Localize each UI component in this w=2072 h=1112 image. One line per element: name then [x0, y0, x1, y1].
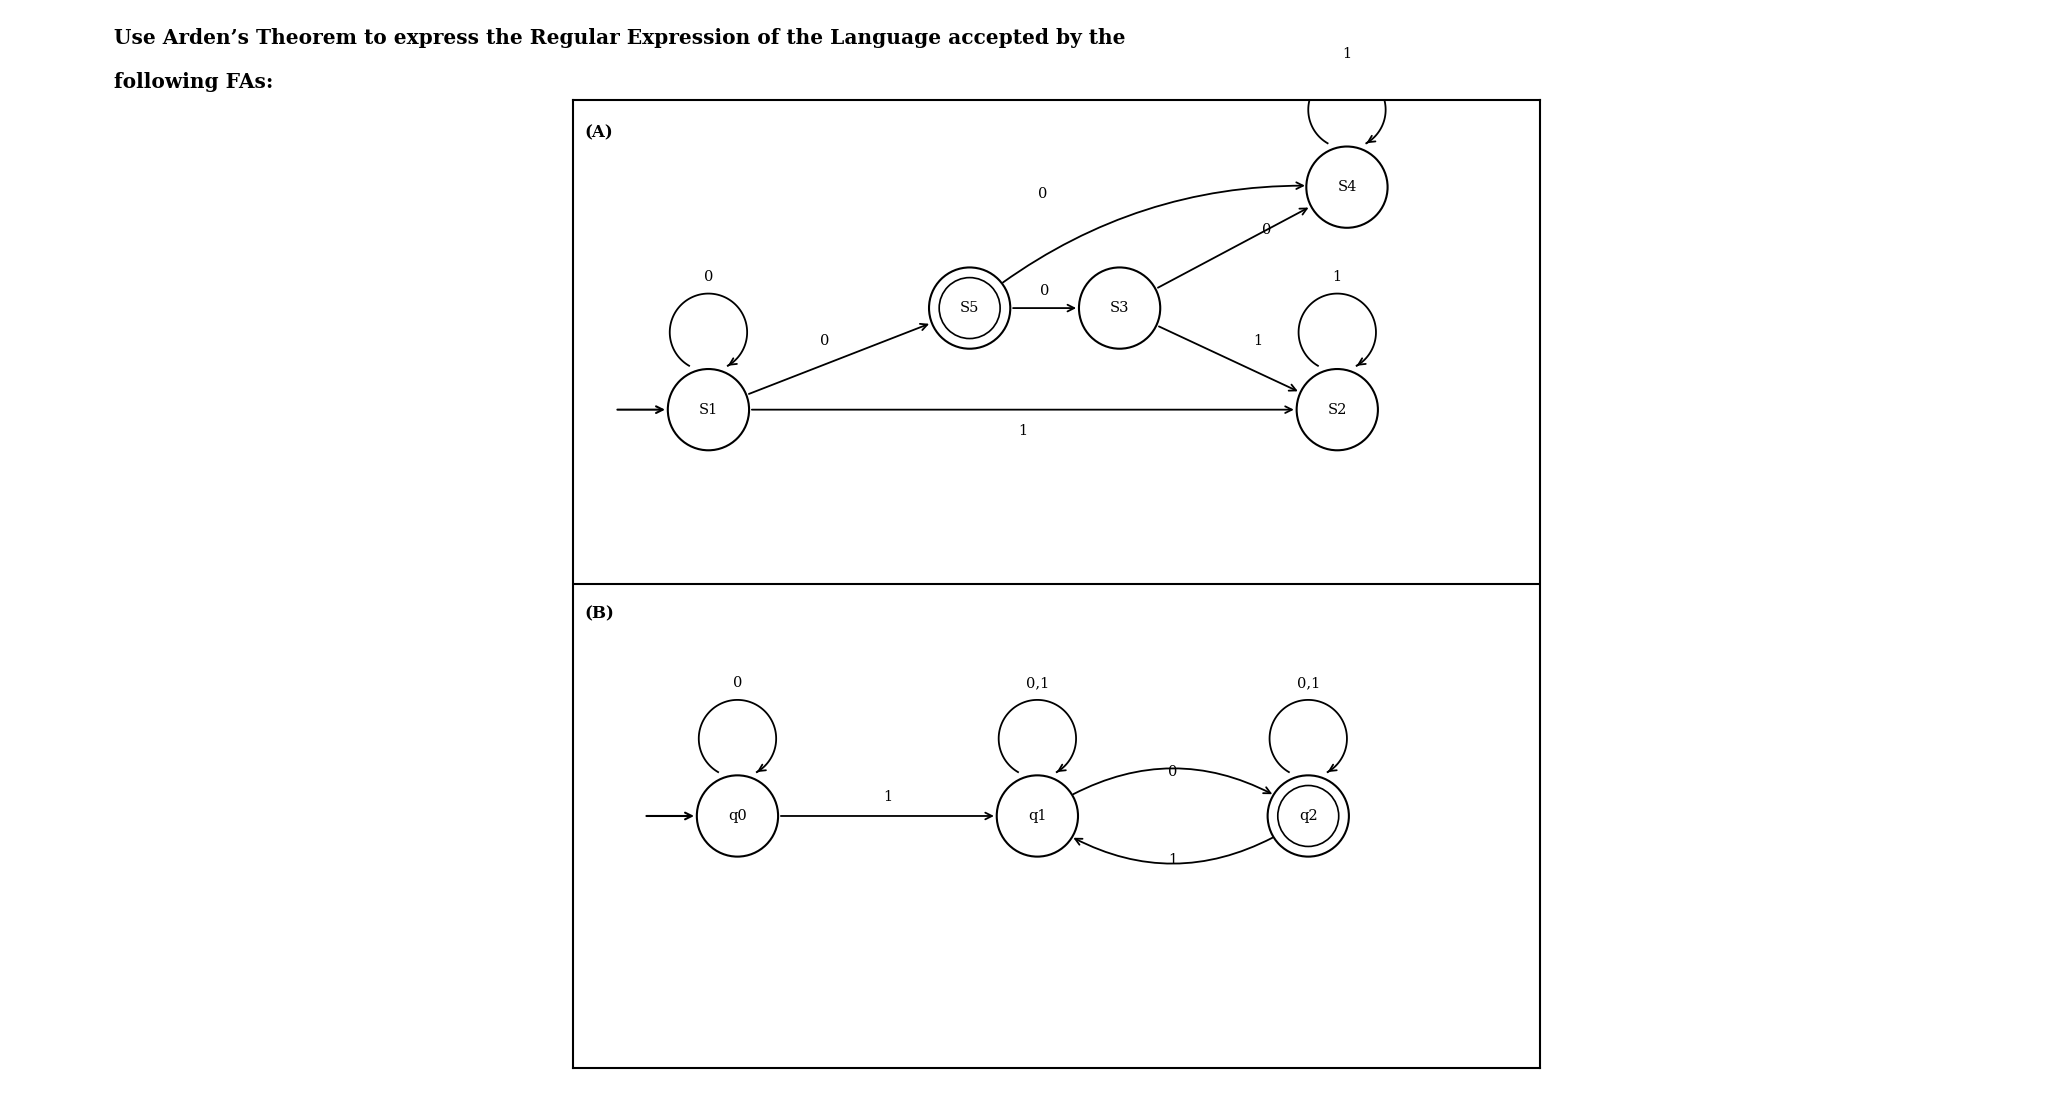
Text: 0: 0 [1040, 284, 1048, 298]
Text: S1: S1 [698, 403, 719, 417]
Text: S5: S5 [959, 301, 980, 315]
Text: S3: S3 [1111, 301, 1129, 315]
Text: following FAs:: following FAs: [114, 72, 274, 92]
Text: 0: 0 [1169, 765, 1177, 780]
Text: q0: q0 [727, 810, 746, 823]
Text: 1: 1 [1343, 48, 1351, 61]
Text: 1: 1 [1017, 424, 1028, 438]
Text: q1: q1 [1028, 810, 1046, 823]
Text: 0: 0 [733, 676, 742, 691]
Text: S4: S4 [1336, 180, 1357, 195]
Text: 0: 0 [704, 270, 713, 284]
Text: 1: 1 [1169, 853, 1177, 866]
Text: q2: q2 [1299, 810, 1318, 823]
Text: 0: 0 [1262, 224, 1272, 237]
Text: S2: S2 [1328, 403, 1347, 417]
Text: 1: 1 [883, 790, 891, 804]
Text: 1: 1 [1254, 335, 1262, 348]
Text: 0,1: 0,1 [1026, 676, 1048, 691]
Text: 1: 1 [1332, 270, 1343, 284]
Text: 0: 0 [1038, 188, 1046, 201]
Text: Use Arden’s Theorem to express the Regular Expression of the Language accepted b: Use Arden’s Theorem to express the Regul… [114, 28, 1125, 48]
Text: (A): (A) [584, 125, 613, 141]
Text: 0: 0 [821, 335, 829, 348]
Text: (B): (B) [584, 605, 615, 622]
Text: 0,1: 0,1 [1297, 676, 1320, 691]
